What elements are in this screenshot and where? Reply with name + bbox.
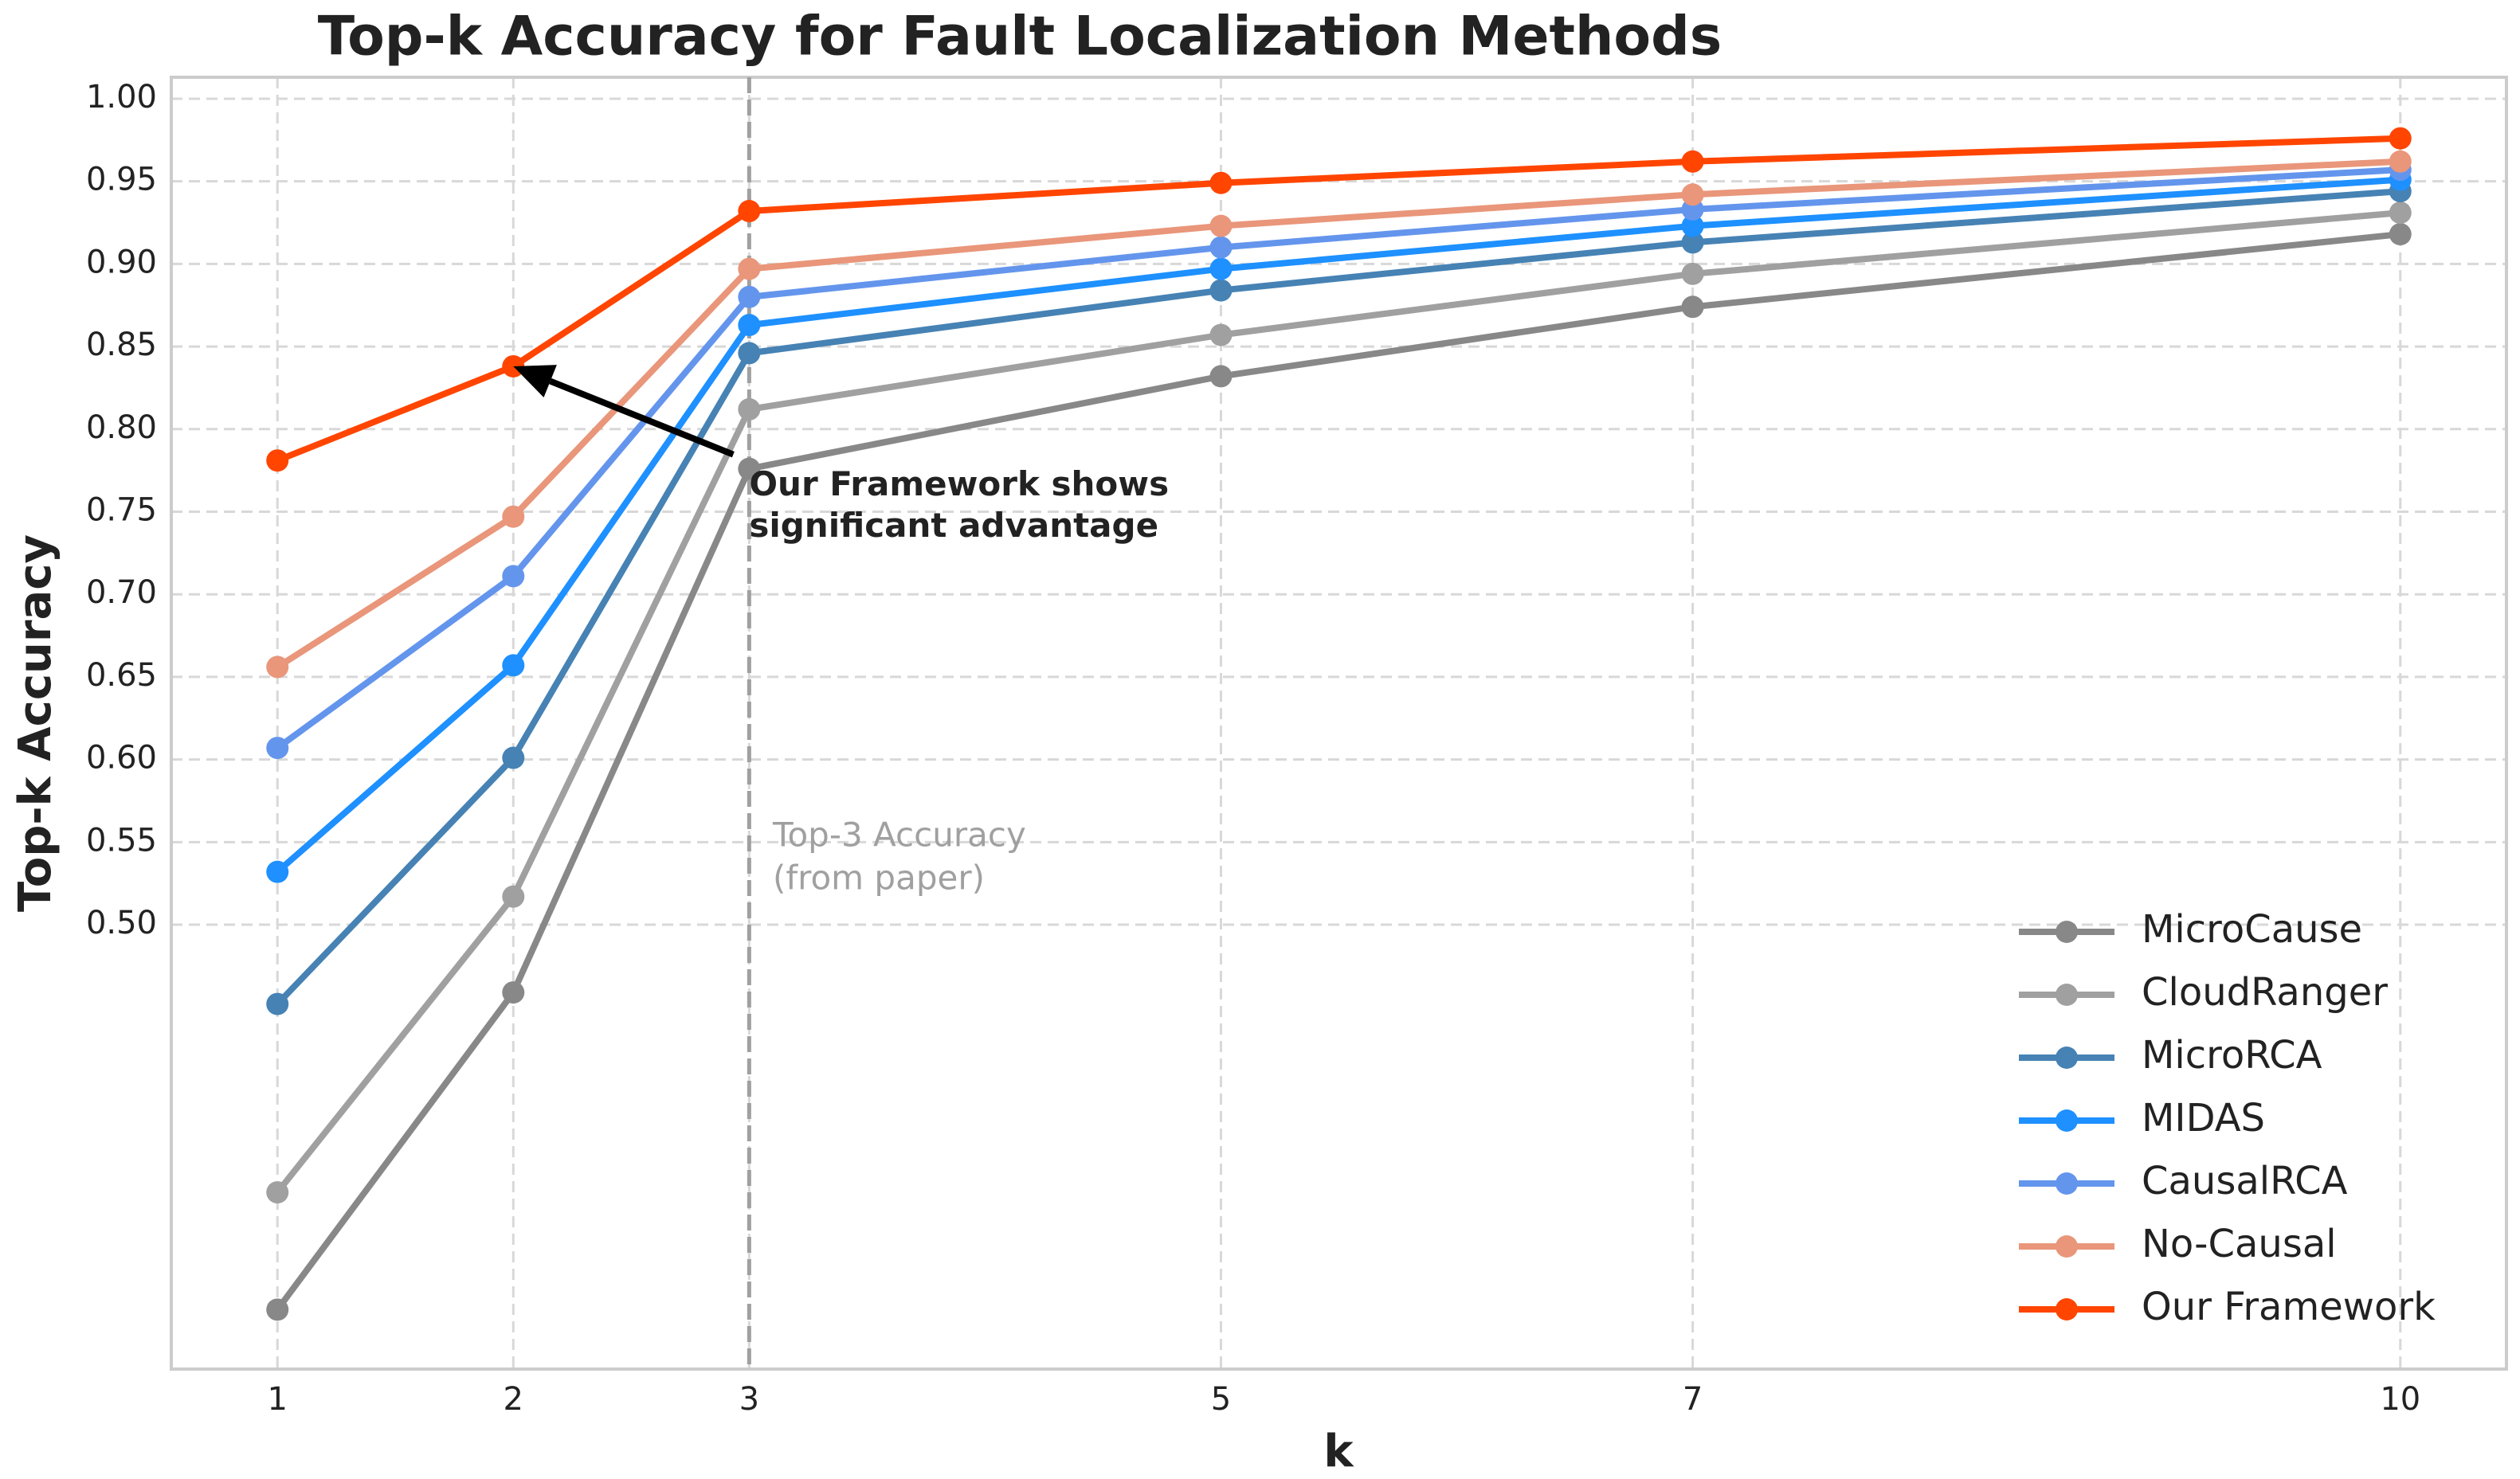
series-line [276, 135, 2400, 464]
x-axis-label: k [1323, 1426, 1354, 1477]
data-point [1681, 183, 1704, 206]
plot-frame [170, 76, 2508, 1371]
data-point [1681, 262, 1704, 285]
y-tick-label: 0.80 [86, 409, 157, 446]
data-point [738, 200, 761, 223]
data-point [266, 737, 289, 760]
annotation-arrow [549, 378, 735, 458]
data-point [738, 397, 761, 421]
x-tick-label: 2 [504, 1381, 523, 1418]
data-point [1209, 236, 1233, 259]
annotation-text: Our Framework shows [749, 464, 1169, 503]
annotation-text: significant advantage [749, 506, 1158, 545]
legend-label: No-Causal [2142, 1222, 2337, 1266]
data-point [1209, 214, 1233, 237]
data-point [738, 342, 761, 365]
legend-label: MicroRCA [2142, 1033, 2322, 1078]
x-tick-label: 7 [1683, 1381, 1703, 1418]
chart-title: Top-k Accuracy for Fault Localization Me… [318, 6, 1722, 68]
data-point [1209, 279, 1233, 302]
data-point [738, 457, 761, 480]
data-point [738, 257, 761, 280]
legend-marker [2056, 984, 2078, 1006]
legend-label: CloudRanger [2142, 970, 2388, 1015]
series-line [275, 176, 2401, 874]
series-line [275, 209, 2401, 1195]
legend-label: CausalRCA [2142, 1159, 2348, 1203]
x-tick-label: 10 [2380, 1381, 2420, 1418]
y-tick-label: 0.65 [86, 657, 157, 694]
data-point [502, 885, 525, 908]
data-point [502, 981, 525, 1004]
data-point [2389, 223, 2412, 246]
annotation-arrowhead [513, 365, 557, 398]
legend-marker [2056, 1109, 2078, 1132]
series-line [275, 166, 2400, 751]
legend-label: MIDAS [2142, 1096, 2265, 1141]
data-point [738, 285, 761, 308]
legend-marker [2056, 1172, 2078, 1195]
legend-marker [2056, 1235, 2078, 1258]
data-point [2389, 202, 2412, 225]
y-tick-label: 0.70 [86, 574, 157, 611]
data-point [2389, 127, 2412, 150]
data-point [266, 992, 289, 1015]
series-line [275, 188, 2401, 1007]
legend-marker [2056, 1047, 2078, 1069]
data-point [502, 746, 525, 769]
data-point [2389, 150, 2412, 173]
legend-marker [2056, 1298, 2078, 1321]
data-point [1681, 295, 1704, 319]
data-point [502, 654, 525, 677]
data-point [266, 860, 289, 883]
y-tick-label: 0.55 [86, 822, 157, 859]
data-point [1681, 150, 1704, 173]
data-point [502, 565, 525, 588]
data-point [266, 449, 289, 472]
y-axis-label: Top-k Accuracy [10, 534, 61, 912]
data-point [266, 1181, 289, 1204]
reference-text: (from paper) [773, 859, 985, 898]
series-line [276, 158, 2400, 670]
y-tick-label: 0.95 [86, 162, 157, 198]
legend-marker [2056, 921, 2078, 943]
data-point [266, 1298, 289, 1321]
data-point [1209, 323, 1233, 346]
x-tick-label: 3 [739, 1381, 759, 1418]
y-tick-label: 0.75 [86, 492, 157, 529]
y-tick-label: 0.85 [86, 327, 157, 363]
legend-label: Our Framework [2142, 1285, 2436, 1329]
data-point [1209, 171, 1233, 194]
data-point [1209, 257, 1233, 280]
y-tick-label: 0.90 [86, 244, 157, 280]
data-point [502, 505, 525, 528]
y-tick-label: 1.00 [86, 79, 157, 115]
data-point [1681, 214, 1704, 237]
x-tick-label: 1 [268, 1381, 288, 1418]
data-point [1209, 365, 1233, 388]
data-point [266, 655, 289, 679]
y-tick-label: 0.60 [86, 740, 157, 777]
legend-label: MicroCause [2142, 907, 2362, 952]
series-line [275, 231, 2401, 1312]
y-tick-label: 0.50 [86, 905, 157, 941]
data-point [738, 314, 761, 337]
reference-text: Top-3 Accuracy [772, 816, 1026, 855]
x-tick-label: 5 [1211, 1381, 1231, 1418]
data-point [1681, 231, 1704, 254]
